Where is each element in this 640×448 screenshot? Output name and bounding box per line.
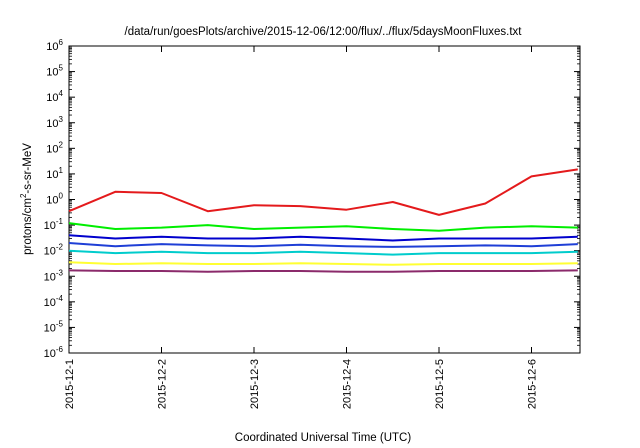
y-tick-exponent: 2 (59, 140, 64, 149)
y-tick-label: 10-4 (44, 294, 64, 309)
y-tick-label: 10-5 (44, 319, 64, 334)
x-tick-label: 2015-12-4 (342, 359, 354, 409)
x-axis-label: Coordinated Universal Time (UTC) (235, 432, 412, 444)
x-tick-label: 2015-12-2 (157, 359, 169, 409)
y-tick-base: 10 (46, 67, 58, 79)
y-tick-label: 104 (46, 89, 63, 104)
y-tick-base: 10 (44, 297, 56, 309)
y-axis-label-sup: 2 (19, 193, 28, 198)
y-tick-base: 10 (46, 41, 58, 53)
x-tick-marks (68, 46, 532, 353)
y-tick-label: 106 (46, 38, 63, 53)
series-line (68, 249, 578, 256)
y-tick-base: 10 (44, 322, 56, 334)
y-tick-exponent: -1 (56, 217, 64, 226)
series-layer (68, 168, 578, 273)
y-tick-base: 10 (46, 118, 58, 130)
y-tick-exponent: 4 (59, 89, 64, 98)
series-line (68, 261, 578, 266)
y-tick-exponent: 6 (59, 38, 64, 47)
series-line (68, 222, 578, 232)
y-tick-exponent: -5 (56, 319, 64, 328)
y-tick-exponent: 1 (59, 166, 64, 175)
y-tick-exponent: -3 (56, 268, 64, 277)
y-axis-label-post: -s-sr-MeV (22, 143, 34, 194)
y-tick-label: 10-6 (44, 345, 64, 360)
y-tick-base: 10 (44, 220, 56, 232)
x-tick-labels: 2015-12-1 2015-12-2 2015-12-3 2015-12-4 2015… (64, 359, 539, 409)
y-tick-exponent: -6 (56, 345, 64, 354)
x-tick-label: 2015-12-6 (527, 359, 539, 409)
y-tick-label: 105 (46, 64, 63, 79)
x-tick-label: 2015-12-1 (64, 359, 76, 409)
y-tick-base: 10 (46, 92, 58, 104)
y-tick-label: 10-3 (44, 268, 64, 283)
y-tick-labels: 10-610-510-410-310-210-11001011021031041… (44, 38, 64, 360)
y-tick-base: 10 (44, 348, 56, 360)
x-tick-label: 2015-12-5 (434, 359, 446, 409)
y-tick-base: 10 (44, 271, 56, 283)
x-tick-label: 2015-12-3 (249, 359, 261, 409)
y-tick-base: 10 (46, 169, 58, 181)
series-line (68, 234, 578, 242)
y-tick-label: 100 (46, 192, 63, 207)
y-tick-base: 10 (46, 143, 58, 155)
y-tick-base: 10 (44, 246, 56, 258)
series-line (68, 168, 578, 216)
y-tick-exponent: 5 (59, 64, 64, 73)
series-line (68, 242, 578, 248)
chart-title: /data/run/goesPlots/archive/2015-12-06/1… (125, 26, 523, 38)
y-axis-label-pre: protons/cm (22, 198, 34, 255)
y-tick-label: 101 (46, 166, 63, 181)
y-tick-label: 10-1 (44, 217, 64, 232)
y-tick-label: 10-2 (44, 243, 64, 258)
y-tick-exponent: -4 (56, 294, 64, 303)
y-axis-label: protons/cm2-s-sr-MeV (19, 143, 34, 255)
y-tick-exponent: 3 (59, 115, 64, 124)
y-tick-exponent: -2 (56, 243, 64, 252)
y-tick-marks (69, 45, 580, 354)
series-line (68, 269, 578, 273)
y-tick-label: 102 (46, 140, 63, 155)
plot-area (68, 45, 581, 354)
y-tick-base: 10 (46, 195, 58, 207)
y-tick-label: 103 (46, 115, 63, 130)
y-tick-exponent: 0 (59, 192, 64, 201)
